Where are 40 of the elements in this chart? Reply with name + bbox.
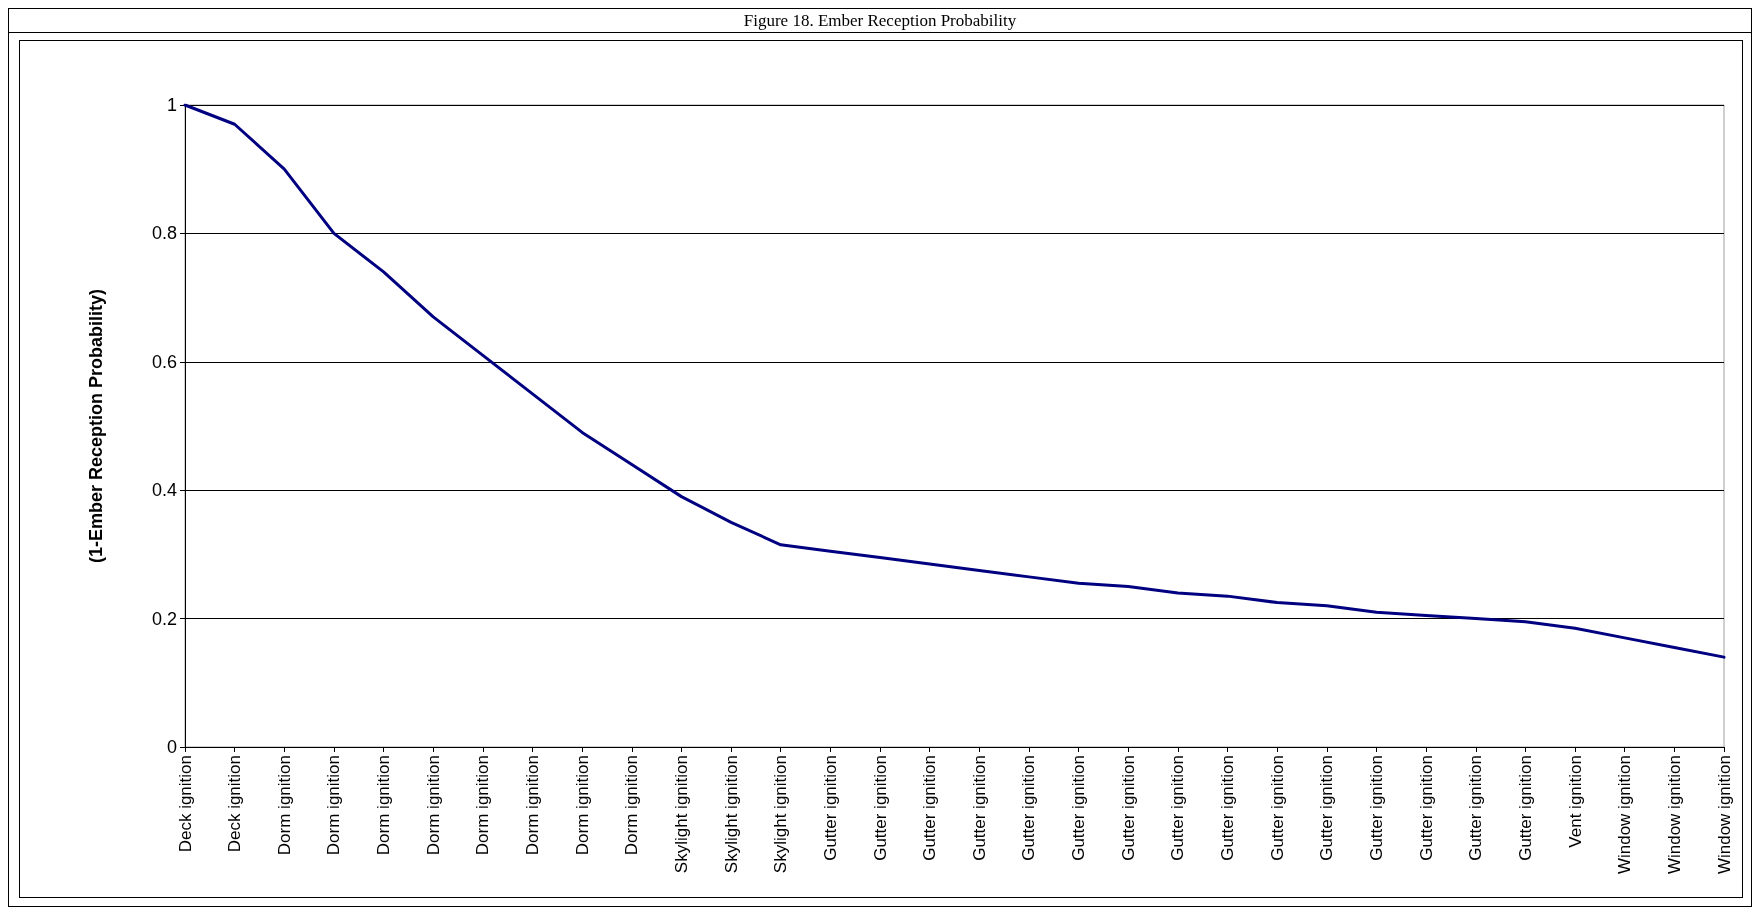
x-tick-label: Dorm ignition — [274, 755, 294, 856]
y-tick-label: 0.6 — [151, 351, 177, 372]
chart-title: Figure 18. Ember Reception Probability — [9, 9, 1751, 33]
x-tick-label: Vent ignition — [1565, 755, 1585, 848]
x-tick-label: Gutter ignition — [1466, 755, 1486, 861]
x-tick-label: Gutter ignition — [1069, 755, 1089, 861]
x-tick-label: Gutter ignition — [1267, 755, 1287, 861]
x-tick-label: Window ignition — [1615, 755, 1635, 875]
x-tick-label: Gutter ignition — [1515, 755, 1535, 861]
x-tick-label: Gutter ignition — [1118, 755, 1138, 861]
x-tick-label: Gutter ignition — [1317, 755, 1337, 861]
x-tick-label: Dorm ignition — [622, 755, 642, 856]
x-tick-label: Gutter ignition — [1218, 755, 1238, 861]
x-tick-label: Gutter ignition — [820, 755, 840, 861]
x-tick-label: Gutter ignition — [969, 755, 989, 861]
x-tick-label: Deck ignition — [225, 755, 245, 853]
x-tick-label: Window ignition — [1714, 755, 1734, 875]
y-tick-label: 0 — [166, 737, 177, 757]
x-tick-label: Gutter ignition — [920, 755, 940, 861]
y-tick-label: 0.4 — [151, 480, 177, 501]
x-tick-label: Skylight ignition — [721, 755, 741, 874]
x-tick-label: Gutter ignition — [870, 755, 890, 861]
x-tick-label: Window ignition — [1664, 755, 1684, 875]
x-tick-label: Skylight ignition — [671, 755, 691, 874]
x-tick-label: Dorm ignition — [473, 755, 493, 856]
x-tick-label: Deck ignition — [175, 755, 195, 853]
x-tick-label: Dorm ignition — [423, 755, 443, 856]
x-tick-label: Dorm ignition — [374, 755, 394, 856]
x-tick-label: Dorm ignition — [572, 755, 592, 856]
x-tick-label: Dorm ignition — [324, 755, 344, 856]
y-axis-title: (1-Ember Reception Probability) — [86, 288, 106, 564]
x-tick-label: Dorm ignition — [523, 755, 543, 856]
y-tick-label: 0.8 — [151, 223, 177, 244]
x-tick-label: Gutter ignition — [1416, 755, 1436, 861]
x-tick-label: Skylight ignition — [771, 755, 791, 874]
y-tick-label: 0.2 — [151, 608, 177, 629]
y-tick-label: 1 — [166, 95, 177, 115]
x-tick-label: Gutter ignition — [1019, 755, 1039, 861]
x-tick-label: Gutter ignition — [1168, 755, 1188, 861]
x-tick-label: Gutter ignition — [1366, 755, 1386, 861]
